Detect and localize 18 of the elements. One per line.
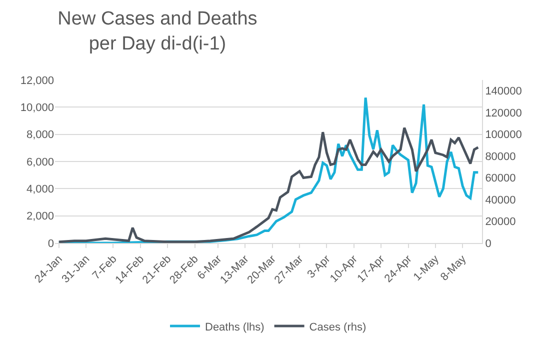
y-tick-label: 2,000 <box>26 210 54 223</box>
y-tick-label: 0 <box>48 238 54 250</box>
y-tick-label: 4,000 <box>26 184 54 196</box>
y-tick-label: 8,000 <box>26 129 54 142</box>
y-tick-label: 6,000 <box>26 156 54 168</box>
y2-tick-label: 0 <box>485 238 492 250</box>
legend-label: Cases (rhs) <box>309 321 366 334</box>
y2-tick-label: 60000 <box>485 172 516 185</box>
y-tick-label: 10,000 <box>20 102 54 114</box>
y2-tick-label: 40000 <box>485 194 516 206</box>
legend-label: Deaths (lhs) <box>205 321 264 334</box>
y2-tick-label: 100000 <box>485 129 522 142</box>
y2-tick-label: 20000 <box>485 216 516 228</box>
chart-title: New Cases and Deaths per Day di-d(i-1) <box>58 8 258 54</box>
y2-tick-label: 120000 <box>485 107 522 120</box>
y2-tick-label: 140000 <box>485 86 522 98</box>
y2-tick-label: 80000 <box>485 150 516 163</box>
y-tick-label: 12,000 <box>20 74 54 87</box>
